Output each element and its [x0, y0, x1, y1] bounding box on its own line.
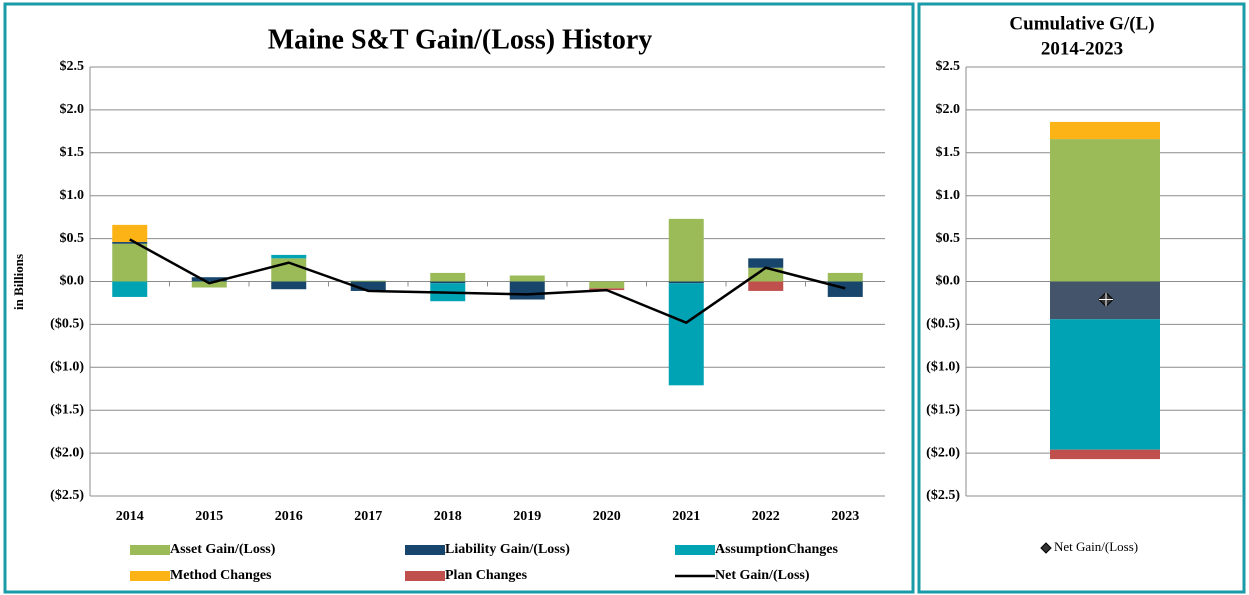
bar-segment	[1050, 449, 1160, 460]
y-tick-label: $1.0	[60, 188, 85, 203]
legend-label: Asset Gain/(Loss)	[170, 542, 276, 557]
y-tick-label: $0.0	[60, 274, 85, 289]
y-tick-label: ($2.0)	[50, 445, 84, 460]
legend-label: Liability Gain/(Loss)	[445, 542, 570, 557]
bar-segment	[509, 281, 545, 300]
legend-marker	[1040, 542, 1052, 554]
x-tick-label: 2022	[752, 509, 780, 524]
x-tick-label: 2021	[672, 509, 700, 524]
y-tick-label: ($1.0)	[50, 360, 84, 375]
x-tick-label: 2015	[195, 509, 223, 524]
y-tick-label: $1.5	[936, 145, 961, 160]
bar-segment	[430, 272, 466, 282]
bar-segment	[350, 280, 386, 282]
x-tick-label: 2014	[116, 509, 144, 524]
chart-subtitle: 2014-2023	[1041, 38, 1123, 59]
bar-segment	[827, 281, 863, 297]
x-tick-label: 2019	[513, 509, 541, 524]
bar-segment	[191, 277, 227, 282]
bar-segment	[827, 272, 863, 282]
bar-segment	[112, 242, 148, 244]
y-tick-label: ($2.0)	[926, 445, 960, 460]
legend-label: AssumptionChanges	[715, 542, 838, 557]
y-tick-label: ($2.5)	[926, 488, 960, 503]
y-tick-label: $1.0	[936, 188, 961, 203]
legend-label: Net Gain/(Loss)	[1054, 539, 1138, 554]
bar-segment	[1050, 139, 1160, 282]
x-tick-label: 2016	[275, 509, 303, 524]
bar-segment	[112, 224, 148, 243]
bar-segment	[1050, 319, 1160, 450]
net-marker-cross	[1099, 292, 1113, 307]
y-tick-label: $2.5	[936, 59, 961, 74]
legend-label: Plan Changes	[445, 568, 528, 583]
net-line	[129, 238, 846, 325]
legend-swatch	[130, 545, 170, 555]
bar-segment	[668, 218, 704, 282]
bar-segment	[430, 281, 466, 284]
bar-segment	[112, 281, 148, 297]
bar-segment	[509, 275, 545, 282]
legend-label: Method Changes	[170, 568, 272, 583]
legend-swatch	[130, 571, 170, 581]
y-tick-label: ($0.5)	[926, 317, 960, 332]
x-tick-label: 2023	[831, 509, 859, 524]
y-tick-label: $0.5	[936, 231, 961, 246]
y-tick-label: $1.5	[60, 145, 85, 160]
y-tick-label: $0.5	[60, 231, 85, 246]
bar-segment	[748, 258, 784, 268]
y-tick-label: $0.0	[936, 274, 961, 289]
y-tick-label: $2.0	[936, 102, 961, 117]
bar-segment	[748, 281, 784, 291]
bar-segment	[271, 281, 307, 290]
bar-segment	[1050, 121, 1160, 140]
bar-segment	[668, 283, 704, 386]
bar-segment	[589, 281, 625, 289]
bar-segment	[668, 281, 704, 284]
y-tick-label: ($2.5)	[50, 488, 84, 503]
y-tick-label: $2.0	[60, 102, 85, 117]
x-tick-label: 2018	[434, 509, 462, 524]
legend-swatch	[675, 545, 715, 555]
y-tick-label: ($1.0)	[926, 360, 960, 375]
y-tick-label: ($0.5)	[50, 317, 84, 332]
bar-segment	[271, 254, 307, 259]
x-tick-label: 2020	[593, 509, 621, 524]
bar-segment	[112, 243, 148, 282]
chart-title: Cumulative G/(L)	[1009, 13, 1154, 34]
x-tick-label: 2017	[354, 509, 382, 524]
legend-swatch	[405, 545, 445, 555]
y-axis-label: in Billions	[11, 254, 26, 310]
legend-label: Net Gain/(Loss)	[715, 568, 810, 583]
y-tick-label: ($1.5)	[926, 402, 960, 417]
bar-segment	[350, 281, 386, 291]
chart-title: Maine S&T Gain/(Loss) History	[268, 24, 653, 55]
y-tick-label: ($1.5)	[50, 402, 84, 417]
y-tick-label: $2.5	[60, 59, 85, 74]
legend-swatch	[405, 571, 445, 581]
